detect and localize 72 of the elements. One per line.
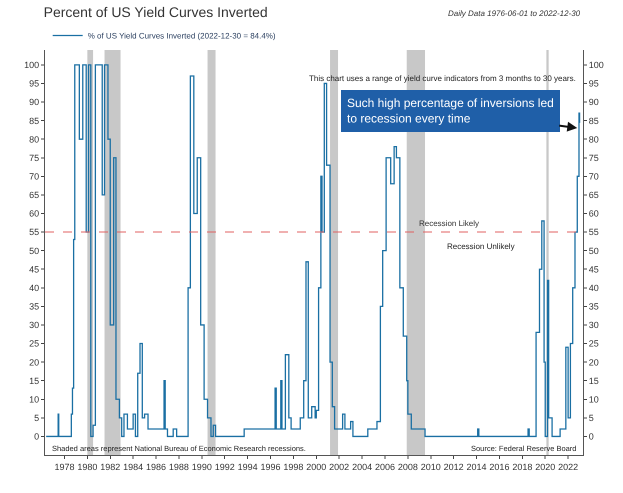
y2-tick-label: 60	[588, 208, 599, 219]
annotation: This chart uses a range of yield curve indicators from 3 months to 30 years.	[309, 74, 576, 83]
x-tick-label: 1992	[214, 462, 235, 472]
y2-tick-label: 20	[588, 357, 599, 368]
y-tick-label: 20	[29, 357, 40, 368]
x-tick-label: 2016	[489, 462, 510, 472]
x-tick-label: 1994	[238, 462, 258, 472]
y2-tick-label: 80	[588, 134, 599, 144]
annotation: Recession Unlikely	[447, 242, 515, 251]
x-tick-label: 1980	[77, 462, 98, 472]
y2-tick-label: 5	[588, 412, 594, 423]
y-tick-label: 15	[29, 376, 40, 386]
x-tick-label: 1978	[54, 462, 74, 472]
y2-tick-label: 25	[588, 338, 599, 349]
y2-tick-label: 90	[588, 97, 599, 108]
y-tick-label: 80	[29, 134, 40, 144]
legend-label: % of US Yield Curves Inverted (2022-12-30 = 84.4%)	[88, 32, 276, 41]
y2-tick-label: 100	[588, 60, 604, 70]
x-tick-label: 2006	[374, 462, 395, 472]
y2-tick-label: 65	[588, 190, 599, 200]
y2-tick-label: 30	[588, 320, 599, 330]
y2-tick-label: 10	[588, 394, 599, 404]
x-tick-label: 1996	[260, 462, 281, 472]
annotation: Such high percentage of inversions led to recession every time	[347, 96, 554, 126]
y-tick-label: 35	[29, 302, 40, 312]
x-tick-label: 2010	[420, 462, 441, 472]
y-tick-label: 5	[34, 412, 40, 423]
x-tick-label: 2002	[329, 462, 350, 472]
y2-tick-label: 55	[588, 227, 599, 238]
y-tick-label: 60	[29, 208, 40, 219]
y-tick-label: 70	[29, 171, 40, 182]
y-tick-label: 95	[29, 78, 40, 89]
x-tick-label: 2020	[535, 462, 556, 472]
x-tick-label: 1998	[283, 462, 304, 472]
x-tick-label: 2004	[352, 462, 372, 472]
y2-tick-label: 70	[588, 171, 599, 182]
x-tick-label: 1988	[168, 462, 189, 472]
x-tick-label: 2014	[466, 462, 487, 472]
y-tick-label: 90	[29, 97, 40, 108]
x-tick-label: 2018	[512, 462, 532, 472]
y-tick-label: 50	[29, 246, 40, 256]
x-tick-label: 2012	[444, 462, 464, 472]
x-tick-label: 2022	[558, 462, 578, 472]
x-tick-label: 1986	[146, 462, 166, 472]
chart-subtitle: Daily Data 1976-06-01 to 2022-12-30	[448, 9, 581, 18]
y2-tick-label: 40	[588, 282, 599, 293]
y-tick-label: 55	[29, 227, 40, 238]
y-tick-label: 100	[24, 60, 40, 70]
y-tick-label: 0	[34, 432, 40, 442]
y-tick-label: 30	[29, 320, 40, 330]
y-tick-label: 10	[29, 394, 40, 404]
y2-tick-label: 35	[588, 302, 599, 312]
y2-tick-label: 75	[588, 152, 599, 163]
chart-title: Percent of US Yield Curves Inverted	[44, 4, 268, 20]
y2-tick-label: 50	[588, 246, 599, 256]
x-tick-label: 2008	[398, 462, 418, 472]
x-tick-label: 1990	[192, 462, 212, 472]
y2-tick-label: 15	[588, 376, 599, 386]
x-tick-label: 2000	[306, 462, 326, 472]
y-tick-label: 75	[29, 152, 40, 163]
y2-tick-label: 45	[588, 264, 599, 274]
y-tick-label: 25	[29, 338, 40, 349]
y2-tick-label: 0	[588, 432, 594, 442]
x-tick-label: 1984	[123, 462, 144, 472]
y2-tick-label: 95	[588, 78, 599, 89]
y-tick-label: 40	[29, 282, 40, 293]
y-tick-label: 65	[29, 190, 40, 200]
y-tick-label: 85	[29, 116, 40, 126]
x-tick-label: 1982	[100, 462, 120, 472]
ref-line-label: Recession Likely	[419, 219, 480, 228]
y-tick-label: 45	[29, 264, 40, 274]
y2-tick-label: 85	[588, 116, 599, 126]
